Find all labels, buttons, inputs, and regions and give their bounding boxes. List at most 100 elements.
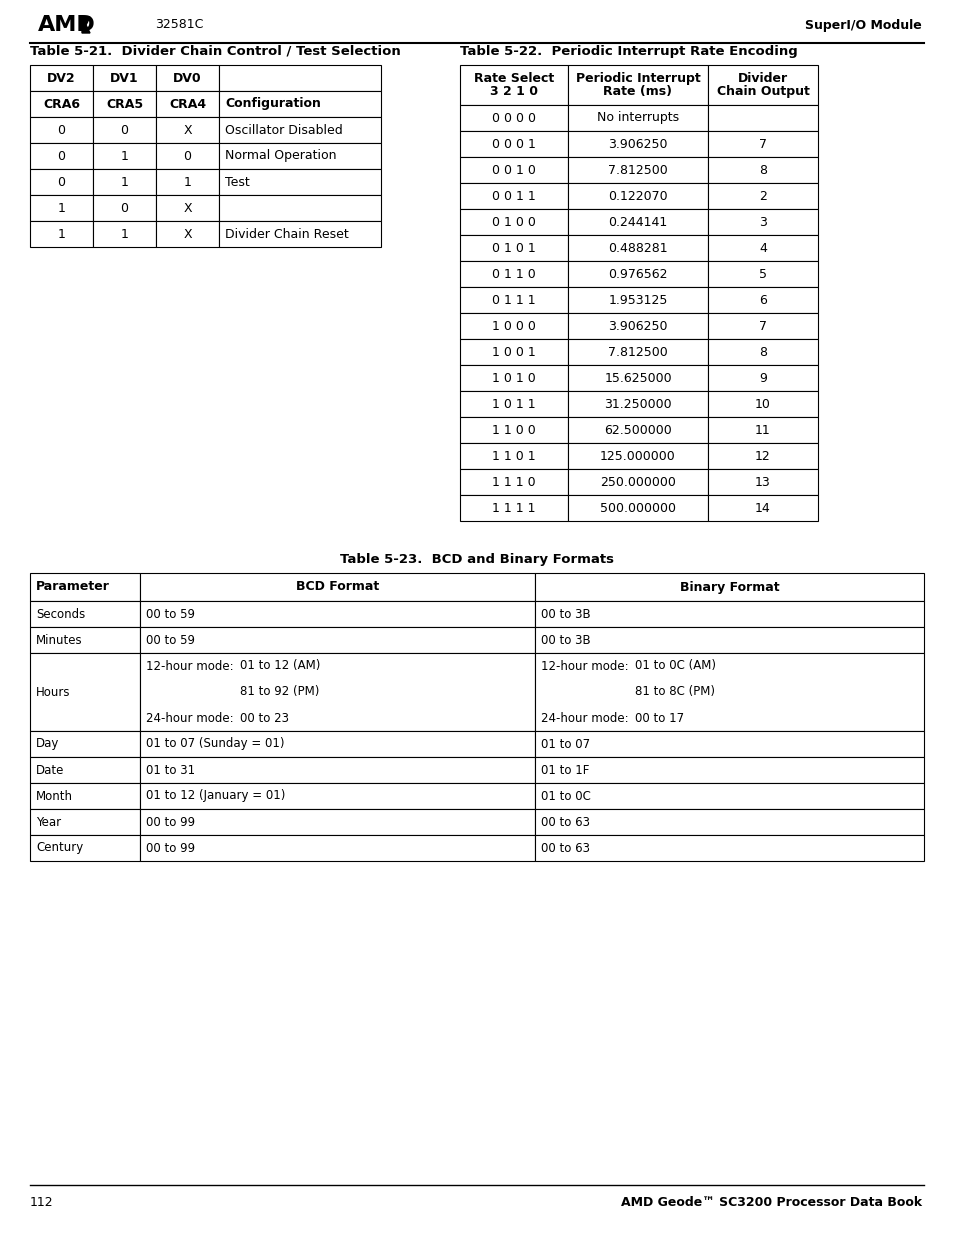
Text: 01 to 1F: 01 to 1F [540,763,589,777]
Text: AMD Geode™ SC3200 Processor Data Book: AMD Geode™ SC3200 Processor Data Book [620,1195,921,1209]
Bar [30,731,140,757]
Text: 11: 11 [755,424,770,436]
Bar [459,235,567,261]
Text: 81 to 92 (PM): 81 to 92 (PM) [240,685,319,699]
Bar [567,65,707,105]
Text: 01 to 0C: 01 to 0C [540,789,590,803]
Bar [535,783,923,809]
Bar [459,469,567,495]
Bar [567,312,707,338]
Bar [535,757,923,783]
Bar [30,169,92,195]
Bar [567,287,707,312]
Bar [707,261,817,287]
Text: CRA5: CRA5 [106,98,143,110]
Bar [567,338,707,366]
Bar [30,221,92,247]
Bar [707,312,817,338]
Text: 0 0 1 0: 0 0 1 0 [492,163,536,177]
Text: Minutes: Minutes [36,634,83,646]
Text: X: X [183,124,192,137]
Text: 00 to 59: 00 to 59 [146,634,194,646]
Text: 1 0 0 1: 1 0 0 1 [492,346,536,358]
Bar [459,443,567,469]
Text: 1: 1 [120,149,129,163]
Text: CRA6: CRA6 [43,98,80,110]
Bar [707,287,817,312]
Bar [140,731,535,757]
Text: 1: 1 [183,175,192,189]
Text: 0.976562: 0.976562 [608,268,667,280]
Bar [707,105,817,131]
Bar [156,195,219,221]
Text: 01 to 31: 01 to 31 [146,763,195,777]
Bar [707,235,817,261]
Text: 00 to 59: 00 to 59 [146,608,194,620]
Text: 3.906250: 3.906250 [608,320,667,332]
Bar [92,195,156,221]
Bar [567,391,707,417]
Text: Rate (ms): Rate (ms) [603,85,672,99]
Text: 0: 0 [183,149,192,163]
Text: 7: 7 [759,137,766,151]
Bar [156,91,219,117]
Text: 01 to 07 (Sunday = 01): 01 to 07 (Sunday = 01) [146,737,284,751]
Bar [459,209,567,235]
Bar [30,195,92,221]
Text: 1 1 0 0: 1 1 0 0 [492,424,536,436]
Text: 01 to 07: 01 to 07 [540,737,590,751]
Text: 6: 6 [759,294,766,306]
Bar [567,157,707,183]
Bar [707,65,817,105]
Text: DV0: DV0 [173,72,202,84]
Text: Table 5-22.  Periodic Interrupt Rate Encoding: Table 5-22. Periodic Interrupt Rate Enco… [459,44,797,58]
Text: 3 2 1 0: 3 2 1 0 [490,85,537,99]
Bar [140,601,535,627]
Bar [92,221,156,247]
Text: 00 to 17: 00 to 17 [635,711,683,725]
Text: 0 1 0 0: 0 1 0 0 [492,215,536,228]
Text: DV1: DV1 [111,72,139,84]
Text: Date: Date [36,763,64,777]
Text: 00 to 3B: 00 to 3B [540,608,590,620]
Text: Seconds: Seconds [36,608,85,620]
Text: 00 to 63: 00 to 63 [540,841,589,855]
Text: 500.000000: 500.000000 [599,501,676,515]
Text: 0: 0 [57,124,66,137]
Text: CRA4: CRA4 [169,98,206,110]
Bar [459,183,567,209]
Bar [92,91,156,117]
Text: Configuration: Configuration [225,98,320,110]
Text: Normal Operation: Normal Operation [225,149,336,163]
Bar [30,835,140,861]
Text: 3.906250: 3.906250 [608,137,667,151]
Bar [140,835,535,861]
Text: 1 0 1 0: 1 0 1 0 [492,372,536,384]
Text: 0 0 0 1: 0 0 0 1 [492,137,536,151]
Text: 9: 9 [759,372,766,384]
Bar [156,65,219,91]
Bar [535,835,923,861]
Text: Oscillator Disabled: Oscillator Disabled [225,124,342,137]
Text: 0 0 0 0: 0 0 0 0 [492,111,536,125]
Polygon shape [82,17,90,33]
Text: 0: 0 [57,175,66,189]
Text: Binary Format: Binary Format [679,580,779,594]
Bar [567,261,707,287]
Bar [567,417,707,443]
Text: Divider Chain Reset: Divider Chain Reset [225,227,349,241]
Bar [219,195,380,221]
Text: 00 to 99: 00 to 99 [146,841,195,855]
Bar [707,391,817,417]
Text: 01 to 12 (AM): 01 to 12 (AM) [240,659,320,673]
Bar [459,495,567,521]
Bar [219,221,380,247]
Text: 01 to 0C (AM): 01 to 0C (AM) [635,659,716,673]
Bar [140,809,535,835]
Text: 1 1 0 1: 1 1 0 1 [492,450,536,462]
Text: 1: 1 [120,175,129,189]
Text: 8: 8 [759,163,766,177]
Text: No interrupts: No interrupts [597,111,679,125]
Text: 1: 1 [120,227,129,241]
Text: 0 1 1 1: 0 1 1 1 [492,294,536,306]
